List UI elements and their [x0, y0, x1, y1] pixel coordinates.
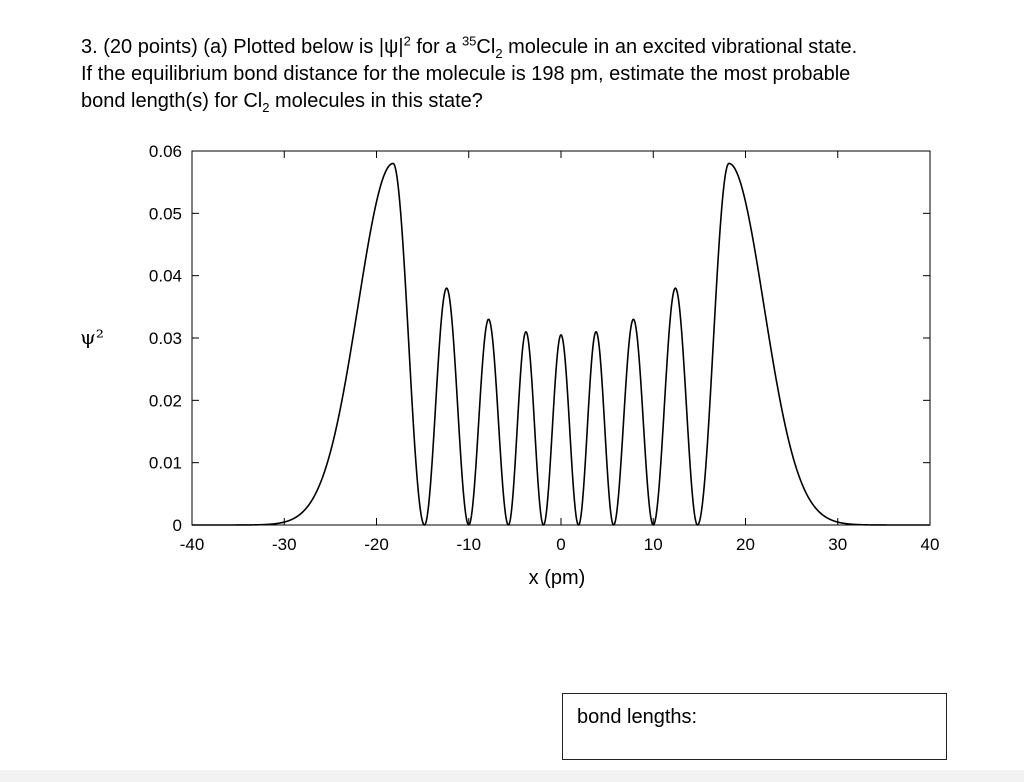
x-tick-label: 30 [828, 535, 847, 554]
x-tick-label: 40 [921, 535, 940, 554]
y-tick-label: 0.03 [149, 329, 182, 348]
y-tick-label: 0.04 [149, 267, 182, 286]
y-tick-label: 0.02 [149, 391, 182, 410]
bottom-strip [0, 770, 1024, 782]
question-line-1: 3. (20 points) (a) Plotted below is |ψ|2… [81, 33, 858, 61]
question-text: 3. (20 points) (a) Plotted below is |ψ|2… [81, 34, 1011, 115]
question-line-2: If the equilibrium bond distance for the… [81, 63, 851, 85]
x-tick-label: -20 [364, 535, 389, 554]
y-tick-labels: 0 0.01 0.02 0.03 0.04 0.05 0.06 [149, 142, 182, 535]
x-tick-labels: -40 -30 -20 -10 0 10 20 30 40 [180, 535, 940, 554]
y-tick-label: 0.01 [149, 454, 182, 473]
psi-squared-plot: 0 0.01 0.02 0.03 0.04 0.05 0.06 -40 -30 -20 -10 0 1… [80, 142, 940, 589]
x-tick-label: -40 [180, 535, 205, 554]
y-tick-label: 0.05 [149, 204, 182, 223]
axis-ticks [191, 150, 931, 526]
x-tick-label: 20 [736, 535, 755, 554]
x-tick-label: 10 [644, 535, 663, 554]
x-tick-label: -10 [456, 535, 481, 554]
bond-lengths-input[interactable] [713, 702, 942, 734]
answer-label: bond lengths: [577, 706, 698, 728]
question-line-3: bond length(s) for Cl2 molecules in this… [81, 90, 483, 115]
x-axis-label: x (pm) [529, 567, 586, 589]
y-tick-label: 0 [173, 516, 182, 535]
x-tick-label: 0 [556, 535, 565, 554]
y-tick-label: 0.06 [149, 142, 182, 161]
y-axis-label: ψ² [80, 325, 104, 349]
answer-box: bond lengths: [562, 693, 947, 760]
series-line [191, 162, 931, 526]
plot-frame [191, 150, 931, 526]
x-tick-label: -30 [272, 535, 297, 554]
